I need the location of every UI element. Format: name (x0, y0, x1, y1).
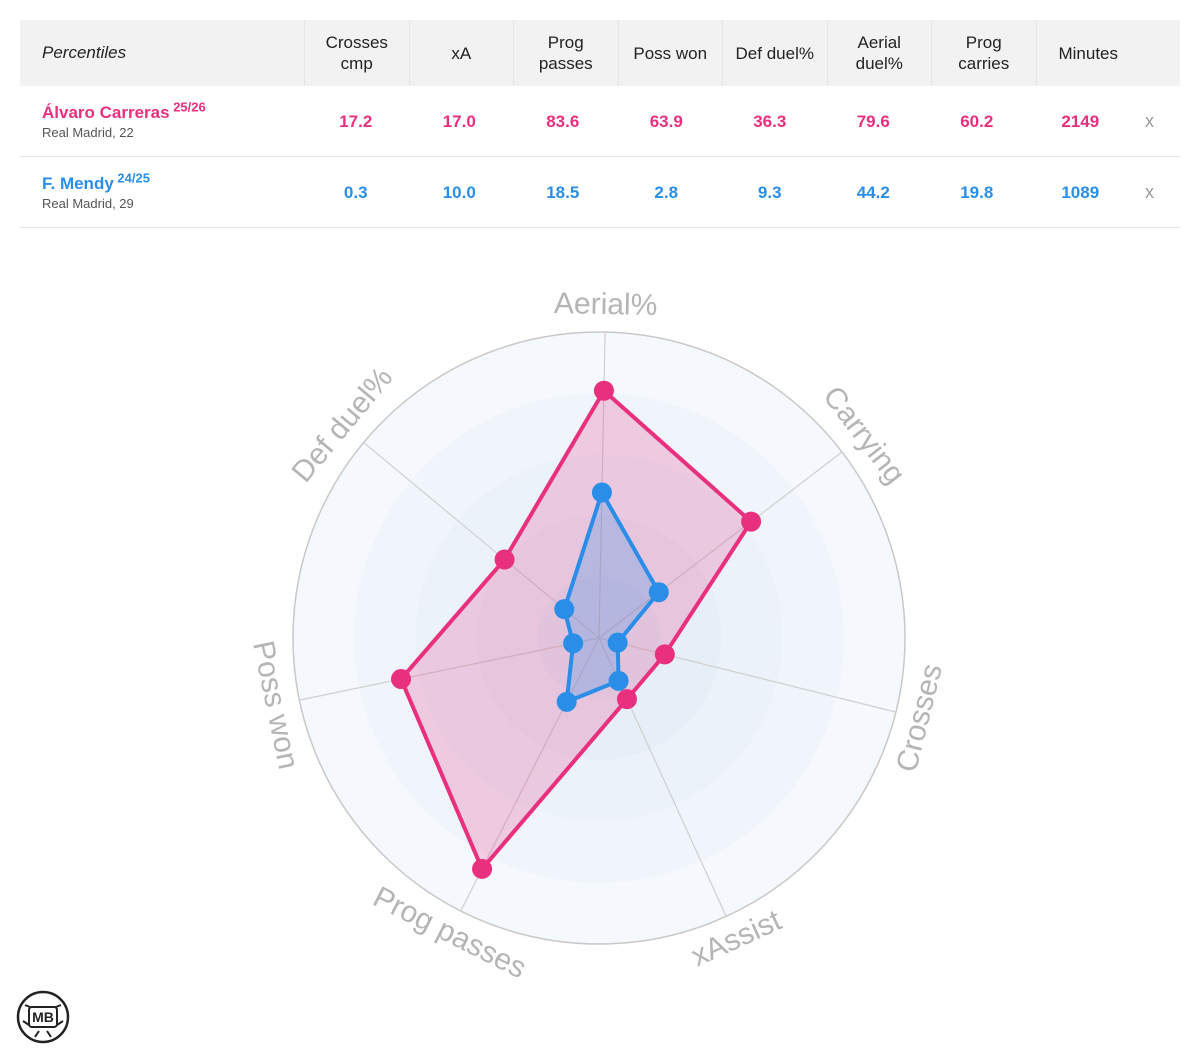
player-info: Real Madrid, 29 (42, 195, 134, 211)
player-name-cell: F. Mendy 24/25 Real Madrid, 29 (20, 171, 304, 211)
mb-logo: MB (16, 990, 70, 1044)
stat-value: 36.3 (753, 111, 787, 131)
player-name: Álvaro Carreras (42, 102, 170, 122)
data-point (556, 691, 577, 712)
radar-spoke (598, 637, 897, 713)
player-name: F. Mendy (42, 173, 114, 193)
player-row: F. Mendy 24/25 Real Madrid, 29 0.3 10.0 18.5… (20, 157, 1180, 228)
series-polygon (399, 388, 754, 871)
stat-value: 1089 (1061, 182, 1100, 202)
player-season: 24/25 (113, 170, 150, 186)
axis-label: Aerial% (554, 287, 658, 322)
data-point (593, 380, 614, 401)
data-point (472, 858, 493, 879)
column-header: Minutes (1035, 20, 1141, 86)
radar-spoke (598, 451, 843, 639)
svg-text:MB: MB (32, 1009, 54, 1025)
player-season: 25/26 (169, 99, 206, 115)
stat-value: 63.9 (649, 111, 683, 131)
stat-value: 10.0 (442, 182, 476, 202)
player-name-cell: Álvaro Carreras 25/26 Real Madrid, 22 (20, 100, 304, 140)
data-point (563, 633, 584, 654)
column-header: Prog carries (931, 20, 1036, 86)
column-header: Crosses cmp (304, 20, 409, 86)
stat-value: 44.2 (856, 182, 890, 202)
stat-value: 18.5 (546, 182, 580, 202)
stat-value: 60.2 (960, 111, 994, 131)
player-row: Álvaro Carreras 25/26 Real Madrid, 22 17.2… (20, 86, 1180, 157)
radar-spoke (299, 637, 600, 701)
stat-value: 17.2 (339, 111, 373, 131)
table-header: Percentiles Crosses cmp xA Prog passes Poss w… (20, 20, 1180, 86)
remove-player-button[interactable]: x (1145, 181, 1154, 202)
data-point (741, 511, 762, 532)
column-header: xA (408, 20, 514, 86)
data-point (616, 689, 637, 710)
data-point (391, 669, 412, 690)
data-point (608, 670, 629, 691)
header-title: Percentiles (42, 43, 127, 62)
stat-value: 2.8 (654, 182, 679, 202)
percentiles-table: Percentiles Crosses cmp xA Prog passes Poss w… (20, 20, 1180, 228)
stat-value: 19.8 (960, 182, 994, 202)
remove-player-button[interactable]: x (1145, 110, 1154, 131)
data-point (554, 599, 575, 620)
stat-value: 2149 (1061, 111, 1100, 131)
data-point (607, 632, 628, 653)
data-point (494, 549, 515, 570)
stat-value: 9.3 (757, 182, 782, 202)
stat-value: 79.6 (856, 111, 890, 131)
stat-value: 17.0 (442, 111, 476, 131)
stat-value: 83.6 (546, 111, 580, 131)
data-point (591, 482, 612, 503)
stat-value: 0.3 (343, 182, 368, 202)
data-point (648, 582, 669, 603)
column-header: Prog passes (513, 20, 618, 86)
column-header: Aerial duel% (826, 20, 932, 86)
data-point (654, 644, 675, 665)
column-header: Def duel% (722, 20, 827, 86)
column-header: Poss won (617, 20, 723, 86)
player-info: Real Madrid, 22 (42, 124, 134, 140)
